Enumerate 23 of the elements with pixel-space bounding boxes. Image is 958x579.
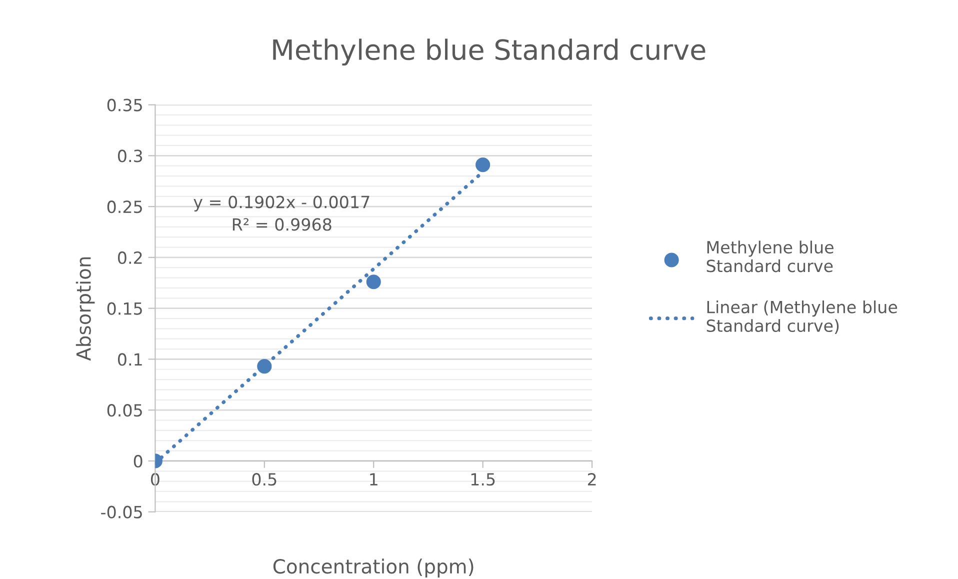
x-tick-label: 1.5 [471, 473, 495, 486]
y-tick-label: 0.2 [118, 251, 142, 264]
y-tick-label: 0.3 [118, 150, 142, 162]
x-tick-label: 0 [150, 473, 160, 486]
point [257, 359, 272, 374]
point [476, 158, 490, 172]
y-tick-label: 0.1 [118, 353, 142, 366]
y-tick-label: 0.05 [107, 404, 142, 417]
chart-title: Methylene blue Standard curve [273, 38, 706, 66]
x-axis-title: Concentration (ppm) [273, 558, 474, 578]
x-tick-label: 2 [588, 473, 596, 486]
y-tick-label: 0 [134, 454, 142, 468]
y-axis-title: Absorption [76, 257, 95, 361]
x-tick-label: 1 [370, 473, 378, 486]
annotation: y = 0.1902x - 0.0017 R² = 0.9968 [194, 196, 370, 231]
y-tick-label: 0.15 [107, 302, 142, 315]
y-tick-label: 0.25 [107, 200, 142, 214]
x-tick-label: 0.5 [252, 473, 276, 486]
legend-label: Linear (Methylene blue Standard curve) [706, 300, 898, 334]
y-tick-label: 0.35 [107, 98, 142, 112]
legend-label: Methylene blue Standard curve [706, 240, 834, 272]
y-tick-label: -0.05 [101, 506, 142, 518]
point [366, 274, 381, 290]
